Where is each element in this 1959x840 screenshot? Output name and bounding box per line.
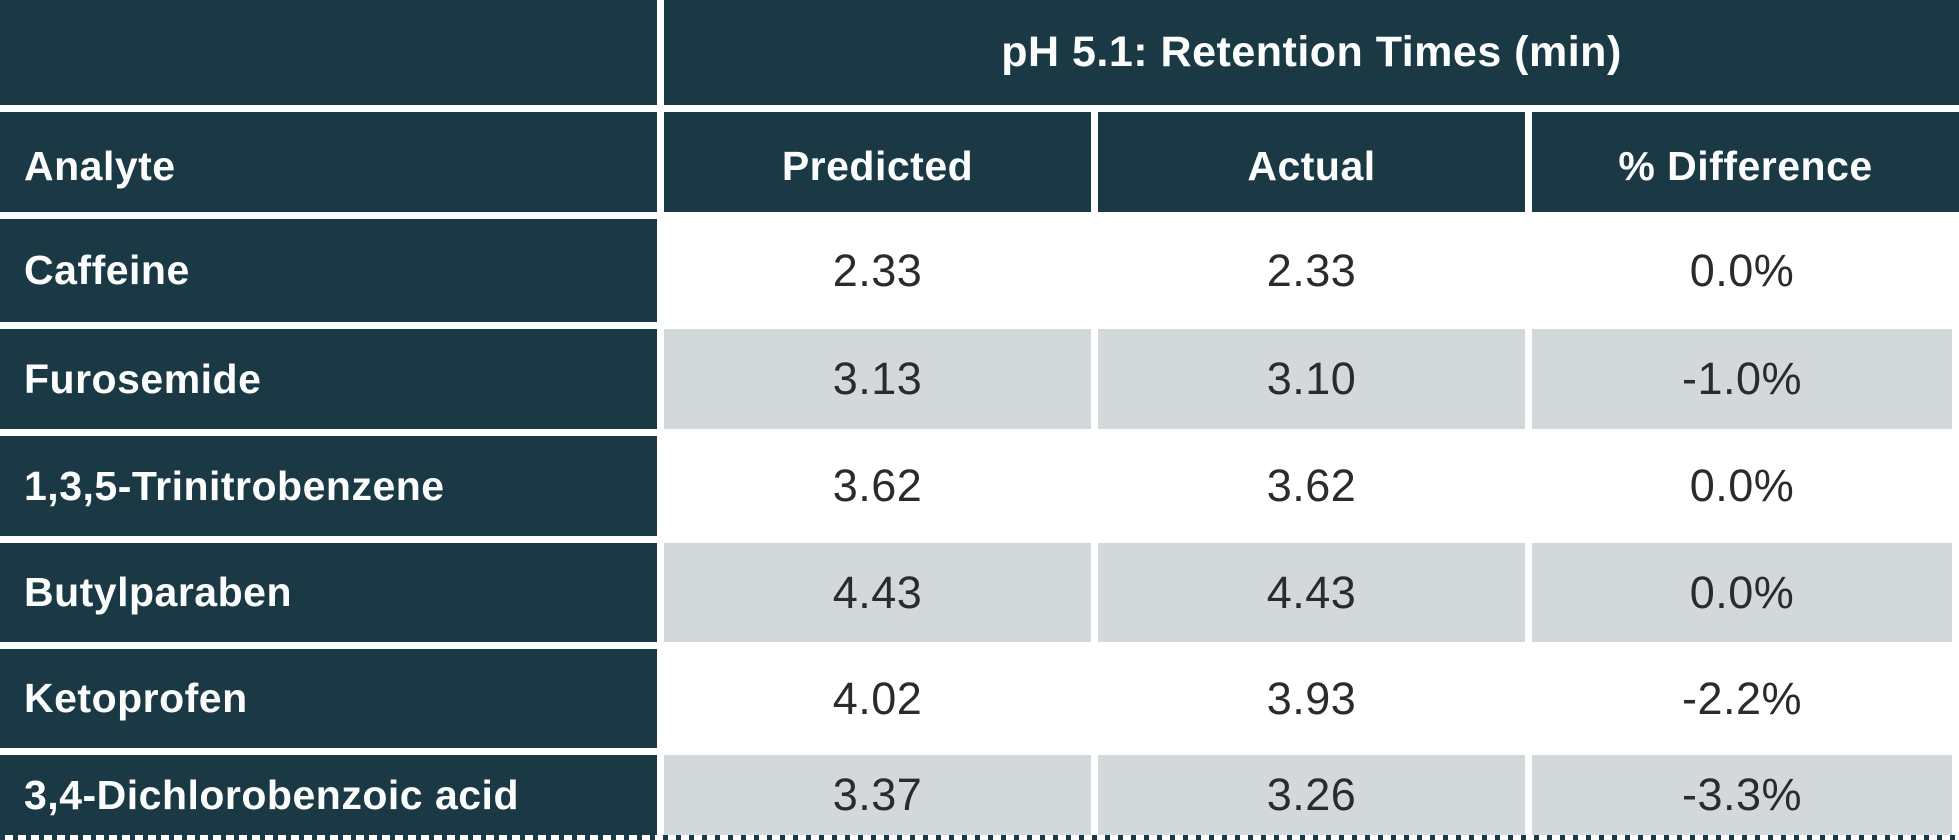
cell-butylparaben-difference: 0.0% [1532, 543, 1952, 642]
cell-ketoprofen-predicted: 4.02 [664, 649, 1091, 748]
cell-furosemide-actual: 3.10 [1098, 329, 1525, 429]
cell-dichlorobenzoic-difference: -3.3% [1532, 755, 1952, 835]
cell-caffeine-actual: 2.33 [1098, 219, 1525, 322]
corner-cell [0, 0, 657, 105]
row-label-caffeine: Caffeine [0, 219, 657, 322]
row-label-trinitrobenzene: 1,3,5-Trinitrobenzene [0, 436, 657, 536]
cell-butylparaben-actual: 4.43 [1098, 543, 1525, 642]
cell-furosemide-predicted: 3.13 [664, 329, 1091, 429]
row-label-butylparaben: Butylparaben [0, 543, 657, 642]
cell-dichlorobenzoic-predicted: 3.37 [664, 755, 1091, 835]
cell-butylparaben-predicted: 4.43 [664, 543, 1091, 642]
row-label-furosemide: Furosemide [0, 329, 657, 429]
dotted-bottom-border [0, 835, 1959, 840]
row-label-dichlorobenzoic-acid: 3,4-Dichlorobenzoic acid [0, 755, 657, 835]
column-header-predicted: Predicted [664, 112, 1091, 212]
cell-trinitrobenzene-difference: 0.0% [1532, 436, 1952, 536]
cell-trinitrobenzene-predicted: 3.62 [664, 436, 1091, 536]
column-header-analyte: Analyte [0, 112, 657, 212]
column-header-actual: Actual [1098, 112, 1525, 212]
column-header-difference: % Difference [1532, 112, 1959, 212]
cell-dichlorobenzoic-actual: 3.26 [1098, 755, 1525, 835]
cell-ketoprofen-actual: 3.93 [1098, 649, 1525, 748]
cell-caffeine-predicted: 2.33 [664, 219, 1091, 322]
cell-trinitrobenzene-actual: 3.62 [1098, 436, 1525, 536]
table-title: pH 5.1: Retention Times (min) [664, 0, 1959, 105]
cell-furosemide-difference: -1.0% [1532, 329, 1952, 429]
cell-ketoprofen-difference: -2.2% [1532, 649, 1952, 748]
cell-caffeine-difference: 0.0% [1532, 219, 1952, 322]
row-label-ketoprofen: Ketoprofen [0, 649, 657, 748]
